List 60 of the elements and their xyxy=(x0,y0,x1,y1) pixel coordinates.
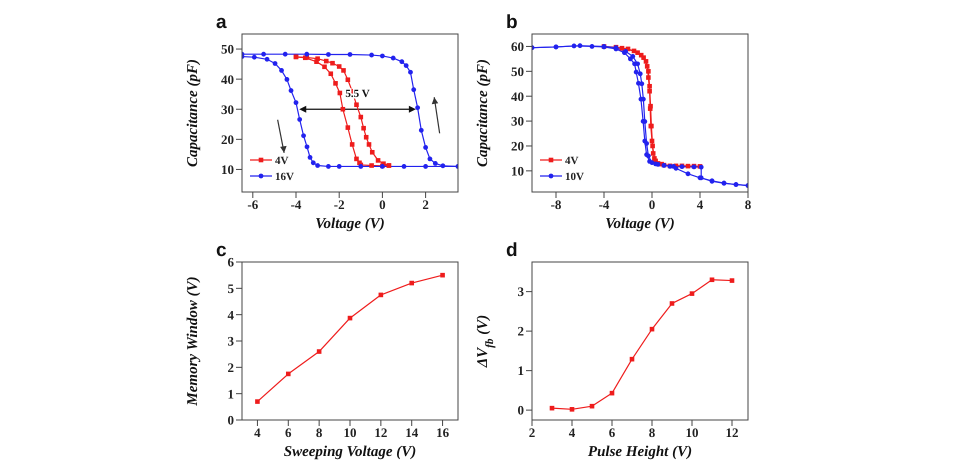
x-tick-label: 0 xyxy=(648,197,656,212)
chart-title: a xyxy=(216,12,227,33)
y-tick-label: 20 xyxy=(221,132,234,147)
legend-label: 4V xyxy=(565,155,578,167)
y-tick-label: 1 xyxy=(518,363,524,378)
x-tick-label: 4 xyxy=(568,425,576,440)
x-tick-label: 8 xyxy=(316,425,323,440)
y-axis-title: Capacitance (pF) xyxy=(475,59,491,167)
x-tick-label: 0 xyxy=(379,197,386,212)
y-tick-label: 3 xyxy=(228,334,234,349)
x-tick-label: 6 xyxy=(285,425,292,440)
x-tick-label: -4 xyxy=(598,197,610,212)
y-tick-label: 30 xyxy=(221,102,234,117)
x-tick-label: 14 xyxy=(405,425,419,440)
y-tick-label: 50 xyxy=(511,64,524,79)
y-tick-label: 1 xyxy=(228,386,234,402)
x-axis-title: Voltage (V) xyxy=(605,216,675,232)
x-tick-label: -8 xyxy=(550,197,562,212)
x-axis-title: Voltage (V) xyxy=(315,216,385,232)
y-tick-label: 20 xyxy=(511,138,524,154)
x-tick-label: 10 xyxy=(686,425,698,440)
y-tick-label: 40 xyxy=(221,72,234,87)
y-tick-label: 50 xyxy=(221,42,234,57)
x-tick-label: 8 xyxy=(648,425,656,440)
legend-label: 4V xyxy=(275,155,288,167)
y-tick-label: 6 xyxy=(228,254,234,270)
chart-title: b xyxy=(506,12,518,33)
y-tick-label: 2 xyxy=(228,360,234,375)
x-tick-label: -6 xyxy=(247,197,259,212)
y-tick-label: 40 xyxy=(511,88,524,104)
legend-label: 10V xyxy=(565,171,584,183)
y-tick-label: 0 xyxy=(228,412,234,428)
x-tick-label: -4 xyxy=(290,197,302,212)
y-tick-label: 60 xyxy=(511,39,524,54)
x-axis-title: Sweeping Voltage (V) xyxy=(284,444,416,460)
x-tick-label: 12 xyxy=(374,425,388,440)
x-tick-label: 12 xyxy=(726,425,738,440)
legend-label: 16V xyxy=(275,171,294,183)
x-axis-title: Pulse Height (V) xyxy=(588,444,692,460)
y-tick-label: 10 xyxy=(221,162,234,178)
y-tick-label: 0 xyxy=(518,402,524,418)
x-tick-label: 2 xyxy=(528,425,536,440)
y-tick-label: 2 xyxy=(518,324,524,339)
x-tick-label: 2 xyxy=(422,197,429,212)
y-tick-label: 4 xyxy=(228,307,234,322)
y-axis-title: Memory Window (V) xyxy=(185,276,201,407)
x-tick-label: 4 xyxy=(696,197,704,212)
x-tick-label: 8 xyxy=(744,197,752,212)
x-tick-label: -2 xyxy=(334,197,345,212)
y-axis-title: Capacitance (pF) xyxy=(185,59,201,167)
x-tick-label: 16 xyxy=(436,425,450,440)
x-tick-label: 10 xyxy=(344,425,356,440)
x-tick-label: 6 xyxy=(608,425,616,440)
y-tick-label: 30 xyxy=(511,114,524,129)
x-tick-label: 4 xyxy=(254,425,262,440)
chart-title: c xyxy=(216,240,227,261)
chart-title: d xyxy=(506,240,518,261)
y-tick-label: 3 xyxy=(518,284,524,300)
y-tick-label: 5 xyxy=(228,280,234,296)
y-tick-label: 10 xyxy=(511,163,524,178)
